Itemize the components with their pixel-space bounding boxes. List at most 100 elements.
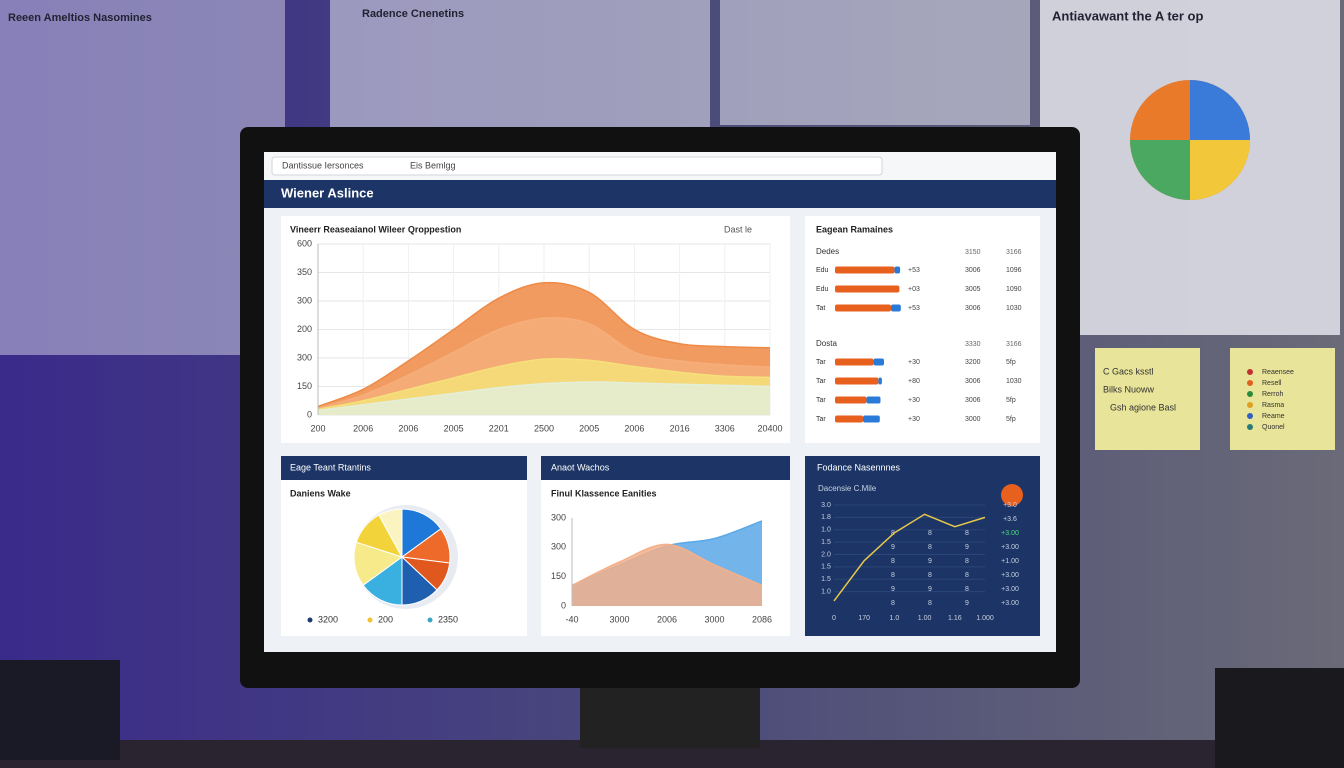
cell: 8 — [891, 600, 895, 607]
y-tick-label: 1.5 — [821, 539, 831, 546]
y-tick-label: 1.5 — [821, 564, 831, 571]
y-tick-label: 3.0 — [821, 502, 831, 509]
legend-dot — [307, 617, 313, 623]
area-line — [317, 381, 771, 412]
right-label: +3.6 — [1003, 516, 1017, 523]
row-label: Tat — [816, 305, 825, 312]
note-line: Bilks Nuoww — [1103, 384, 1155, 394]
column-label: 3150 — [965, 249, 981, 256]
row-note: +53 — [908, 267, 920, 274]
x-tick-label: 2016 — [670, 423, 690, 433]
app-header — [264, 180, 1056, 208]
cell: 9 — [928, 586, 932, 593]
y-tick-label: 300 — [297, 352, 312, 362]
cell: 8 — [965, 572, 969, 579]
row-value: 3006 — [965, 397, 981, 404]
x-tick-label: -40 — [565, 614, 578, 624]
y-tick-label: 350 — [297, 267, 312, 277]
panel-title: Eage Teant Rtantins — [290, 462, 371, 472]
bar — [835, 285, 900, 293]
row-label: Tar — [816, 397, 826, 404]
bar — [835, 415, 863, 423]
bar — [891, 304, 901, 312]
row-note: +30 — [908, 359, 920, 366]
cell: 9 — [965, 600, 969, 607]
address-field[interactable] — [271, 156, 883, 176]
legend-dot — [1247, 369, 1253, 375]
x-tick-label: 3306 — [715, 423, 735, 433]
y-tick-label: 2.0 — [821, 551, 831, 558]
line — [833, 513, 986, 602]
chart-title: Vineerr Reaseaianol Wileer Qroppestion — [290, 224, 461, 234]
right-label: +3.00 — [1001, 544, 1019, 551]
poster-title: Reeen Ameltios Nasomines — [8, 12, 152, 24]
x-tick-label: 2500 — [534, 423, 554, 433]
x-tick-label: 1.000 — [976, 615, 994, 622]
section-heading: Dedes — [816, 247, 839, 256]
panel-title: Fodance Nasennnes — [817, 462, 901, 472]
poster — [330, 0, 710, 130]
bar — [873, 358, 884, 366]
area-line — [317, 281, 771, 408]
bar — [835, 377, 879, 385]
poster-title: Antiavawant the A ter op — [1052, 8, 1204, 23]
row-label: Tar — [816, 359, 826, 366]
y-tick-label: 1.5 — [821, 576, 831, 583]
right-label: +3.00 — [1001, 572, 1019, 579]
poster — [720, 0, 1030, 125]
area-line — [317, 357, 771, 411]
y-tick-label: 300 — [551, 542, 566, 552]
cell: 8 — [928, 600, 932, 607]
sticky-note — [1095, 348, 1200, 450]
legend-label: Dast le — [724, 224, 752, 234]
cell: 8 — [928, 544, 932, 551]
y-tick-label: 150 — [297, 381, 312, 391]
x-tick-label: 1.0 — [890, 615, 900, 622]
column-label: 3166 — [1006, 249, 1022, 256]
sticky-note — [1230, 348, 1335, 450]
row-value: 3006 — [965, 378, 981, 385]
row-value: 3000 — [965, 416, 981, 423]
x-tick-label: 1.00 — [918, 615, 932, 622]
row-value: 5fp — [1006, 397, 1016, 404]
column-label: 3330 — [965, 341, 981, 348]
legend-label: Resell — [1262, 380, 1282, 387]
poster-title: Radence Cnenetins — [362, 8, 464, 20]
status-dot[interactable] — [1001, 484, 1023, 506]
note-line: C Gacs ksstl — [1103, 366, 1154, 376]
cell: 9 — [965, 544, 969, 551]
note-line: Gsh agione Basl — [1110, 402, 1176, 412]
poster — [0, 0, 285, 355]
panel-subtitle: Finul Klassence Eanities — [551, 488, 657, 498]
y-tick-label: 0 — [307, 409, 312, 419]
poster-wheel — [1130, 140, 1190, 200]
y-tick-label: 600 — [297, 238, 312, 248]
speaker — [1215, 668, 1344, 768]
panel-title: Eagean Ramaines — [816, 224, 893, 234]
x-tick-label: 3000 — [704, 614, 724, 624]
row-value: 3005 — [965, 286, 981, 293]
row-value: 3200 — [965, 359, 981, 366]
monitor-stand — [580, 688, 760, 748]
legend-dot — [1247, 413, 1253, 419]
area — [318, 381, 770, 415]
pie-slice — [378, 508, 403, 558]
bar — [835, 266, 895, 274]
panel-subtitle: Dacensie C.Mile — [818, 484, 877, 493]
column-label: 3166 — [1006, 341, 1022, 348]
legend-label: Rerroh — [1262, 391, 1284, 398]
row-value: 1030 — [1006, 378, 1022, 385]
cell: 8 — [928, 572, 932, 579]
legend-label: Rasma — [1262, 402, 1284, 409]
cell: 8 — [965, 558, 969, 565]
panel — [805, 456, 1040, 636]
tab-text: Eis Bemlgg — [410, 160, 456, 170]
legend-label: Reame — [1262, 413, 1285, 420]
row-note: +03 — [908, 286, 920, 293]
legend-label: 3200 — [318, 614, 338, 624]
x-tick-label: 2086 — [752, 614, 772, 624]
y-tick-label: 0 — [561, 600, 566, 610]
area-line — [571, 543, 763, 587]
panel-header — [541, 456, 790, 480]
legend-label: 200 — [378, 614, 393, 624]
